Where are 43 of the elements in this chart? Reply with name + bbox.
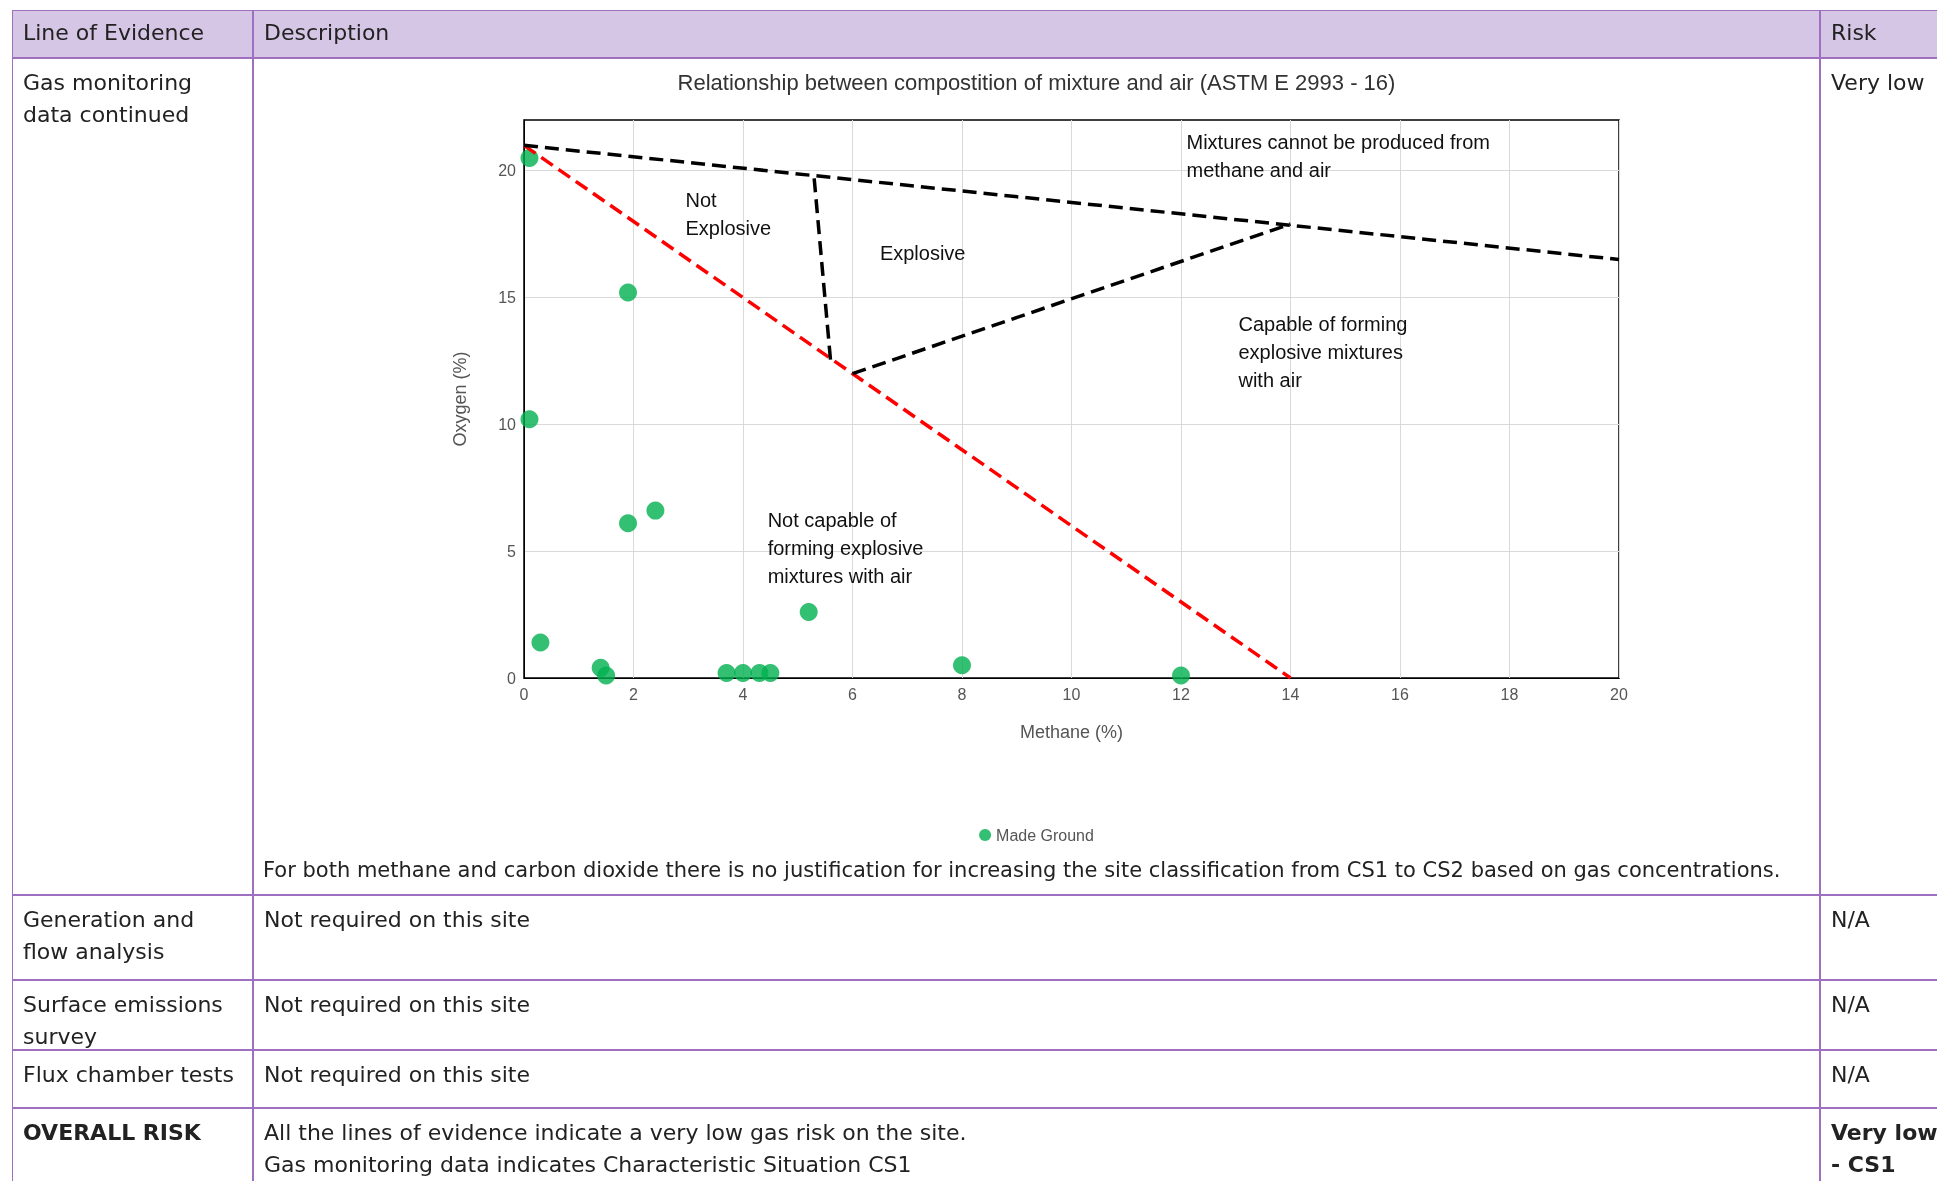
text: Very low - CS1 <box>1820 1108 1937 1181</box>
annotation: Not Explosive <box>685 188 772 239</box>
annotation: Capable of forming explosive mixtures with air <box>1237 313 1408 392</box>
text: Not required on this site <box>253 895 1820 980</box>
y-tick-label: 5 <box>507 542 517 560</box>
annotation: Not capable of forming explosive mixtures with air <box>767 508 924 587</box>
text: N/A <box>1820 895 1937 980</box>
text: Surface emissions survey <box>12 980 253 1050</box>
y-tick-label: 15 <box>498 289 517 307</box>
x-tick-label: 20 <box>1610 685 1628 703</box>
x-tick-label: 16 <box>1391 685 1409 703</box>
chart-title: Relationship between compostition of mixture and air (ASTM E 2993 - 16) <box>677 69 1396 95</box>
y-tick-label: 20 <box>498 162 517 180</box>
text: Risk <box>1820 10 1937 58</box>
x-tick-label: 18 <box>1500 685 1519 703</box>
x-tick-label: 8 <box>957 685 967 703</box>
x-axis-title: Methane (%) <box>1019 722 1124 742</box>
x-tick-label: 14 <box>1281 685 1300 703</box>
text: Not required on this site <box>253 1050 1820 1108</box>
legend-label: Made Ground <box>996 826 1094 844</box>
annotation: Explosive <box>879 242 966 265</box>
x-tick-label: 0 <box>519 685 529 703</box>
text: Not required on this site <box>253 980 1820 1050</box>
text: Gas monitoring data continued <box>12 58 253 895</box>
x-tick-label: 12 <box>1172 685 1190 703</box>
x-tick-label: 2 <box>629 685 639 703</box>
x-tick-label: 10 <box>1062 685 1081 703</box>
text: N/A <box>1820 1050 1937 1108</box>
text: N/A <box>1820 980 1937 1050</box>
y-tick-label: 0 <box>507 669 517 687</box>
x-tick-label: 4 <box>738 685 748 703</box>
y-tick-label: 10 <box>498 415 517 433</box>
text: Flux chamber tests <box>12 1050 253 1108</box>
text: OVERALL RISK <box>12 1108 253 1181</box>
x-tick-label: 6 <box>848 685 858 703</box>
y-axis-title: Oxygen (%) <box>450 351 470 447</box>
text: Description <box>253 10 1820 58</box>
text: Very low <box>1820 58 1937 895</box>
annotation: Mixtures cannot be produced from methane and air <box>1186 130 1490 181</box>
text: All the lines of evidence indicate a very low gas risk on the site. Gas monitoring data indicates Characteristic Situation CS1 <box>253 1108 1820 1181</box>
text: Generation and flow analysis <box>12 895 253 980</box>
text: Line of Evidence <box>12 10 253 58</box>
text: For both methane and carbon dioxide there is no justification for increasing the site classification from CS1 to CS2 based on gas concentrations. <box>263 858 1781 882</box>
